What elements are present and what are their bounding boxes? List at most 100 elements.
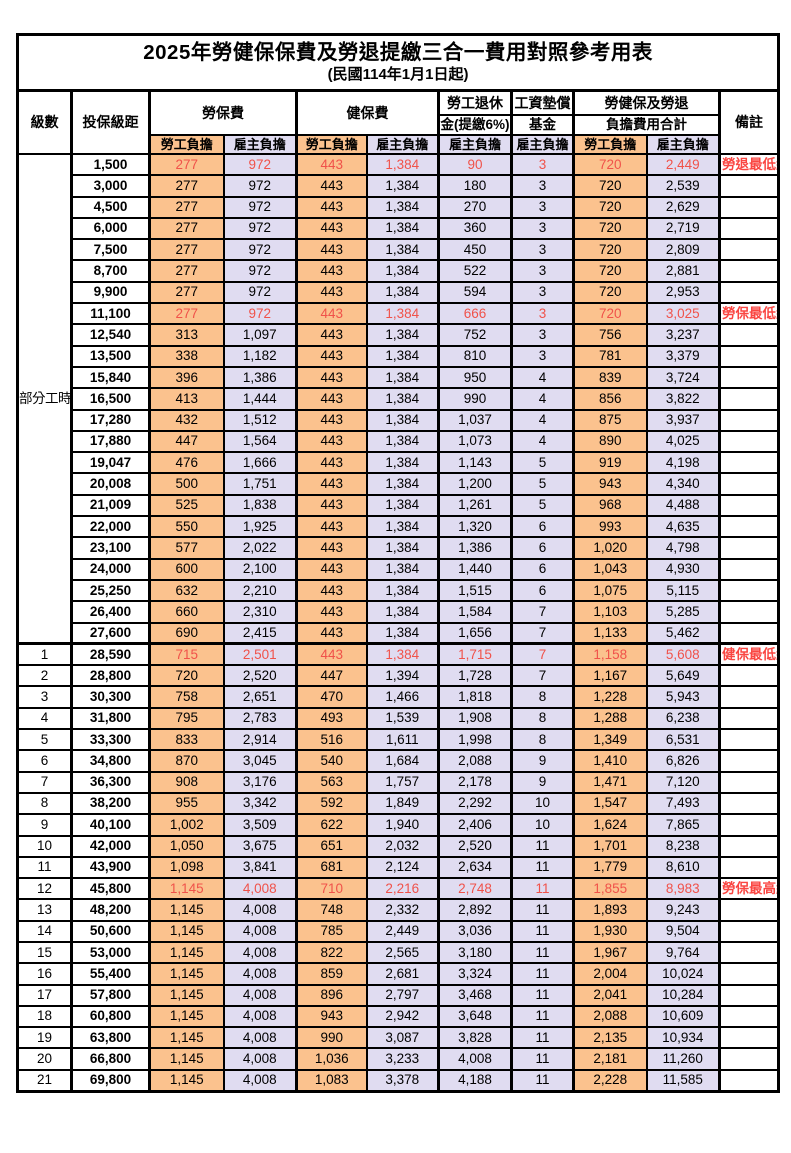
level-cell: 20 (16, 1047, 73, 1071)
wage-fund-employer-cell: 7 (510, 642, 575, 667)
health-employer-cell: 2,942 (365, 1004, 440, 1029)
labor-employee-cell: 1,145 (148, 919, 225, 943)
total-employee-cell: 756 (572, 323, 648, 347)
wage-fund-employer-cell: 11 (510, 898, 575, 922)
labor-employer-cell: 1,182 (222, 344, 298, 368)
remark-cell (717, 962, 780, 986)
health-employee-cell: 443 (295, 365, 368, 390)
pension-employer-cell: 180 (437, 174, 513, 198)
remark-cell (717, 600, 780, 624)
health-employer-cell: 1,757 (365, 770, 440, 794)
total-employee-cell: 781 (572, 344, 648, 368)
health-employee-cell: 710 (295, 877, 368, 901)
labor-employer-cell: 2,501 (222, 642, 298, 667)
health-employer-cell: 1,384 (365, 557, 440, 581)
total-employer-cell: 4,798 (645, 536, 721, 560)
level-cell: 16 (16, 962, 73, 986)
labor-employee-cell: 277 (148, 259, 225, 283)
total-employer-cell: 4,198 (645, 451, 721, 475)
wage-fund-employer-cell: 11 (510, 983, 575, 1007)
labor-employer-cell: 3,675 (222, 834, 298, 858)
wage-fund-employer-cell: 5 (510, 493, 575, 518)
level-cell: 17 (16, 983, 73, 1007)
wage-fund-employer-cell: 9 (510, 749, 575, 773)
health-employer-cell: 1,384 (365, 536, 440, 560)
total-employer-cell: 2,719 (645, 216, 721, 241)
pension-employer-cell: 1,440 (437, 557, 513, 581)
total-employer-cell: 4,340 (645, 472, 721, 496)
total-employee-cell: 1,893 (572, 898, 648, 922)
health-employee-cell: 443 (295, 174, 368, 198)
bracket-cell: 22,000 (70, 515, 151, 539)
bracket-cell: 11,100 (70, 302, 151, 326)
health-employee-cell: 443 (295, 152, 368, 177)
header-labor-fee: 勞保費 (148, 89, 298, 136)
total-employee-cell: 1,410 (572, 749, 648, 773)
wage-fund-employer-cell: 3 (510, 302, 575, 326)
pension-employer-cell: 2,748 (437, 877, 513, 901)
pension-employer-cell: 1,728 (437, 664, 513, 688)
level-cell: 11 (16, 855, 73, 880)
remark-cell: 健保最低級距 (717, 642, 780, 667)
labor-employer-cell: 2,310 (222, 600, 298, 624)
labor-employer-cell: 2,100 (222, 557, 298, 581)
wage-fund-employer-cell: 11 (510, 1026, 575, 1050)
remark-cell (717, 685, 780, 709)
bracket-cell: 8,700 (70, 259, 151, 283)
total-employee-cell: 1,133 (572, 621, 648, 645)
pension-employer-cell: 522 (437, 259, 513, 283)
title-row: 2025年勞健保保費及勞退提繳三合一費用對照參考用表 (民國114年1月1日起) (16, 33, 780, 92)
total-employer-cell: 9,243 (645, 898, 721, 922)
bracket-cell: 26,400 (70, 600, 151, 624)
wage-fund-employer-cell: 4 (510, 387, 575, 411)
health-employee-cell: 443 (295, 387, 368, 411)
total-employee-cell: 1,158 (572, 642, 648, 667)
total-employer-cell: 6,238 (645, 706, 721, 731)
page-subtitle: (民國114年1月1日起) (327, 65, 469, 83)
header-row-sub: 勞工負擔 雇主負擔 勞工負擔 雇主負擔 雇主負擔 雇主負擔 勞工負擔 雇主負擔 (18, 134, 779, 155)
bracket-cell: 57,800 (70, 983, 151, 1007)
header-wage-fund-line1: 工資墊償 (510, 89, 575, 116)
level-cell: 4 (16, 706, 73, 731)
table-row: 24,000 600 2,100 443 1,384 1,440 6 1,043 4,930 (18, 557, 780, 581)
page-title: 2025年勞健保保費及勞退提繳三合一費用對照參考用表 (143, 41, 653, 65)
health-employer-cell: 2,032 (365, 834, 440, 858)
pension-employer-cell: 3,180 (437, 940, 513, 965)
subheader-total-employer: 雇主負擔 (645, 134, 721, 155)
wage-fund-employer-cell: 3 (510, 152, 575, 177)
total-employer-cell: 3,237 (645, 323, 721, 347)
wage-fund-employer-cell: 4 (510, 429, 575, 454)
bracket-cell: 34,800 (70, 749, 151, 773)
remark-cell (717, 238, 780, 262)
remark-cell (717, 834, 780, 858)
header-health-fee: 健保費 (295, 89, 440, 136)
labor-employee-cell: 525 (148, 493, 225, 518)
health-employee-cell: 1,036 (295, 1047, 368, 1071)
table-row: 13 48,200 1,145 4,008 748 2,332 2,892 11 1,893 9,… (16, 898, 780, 922)
remark-cell (717, 493, 780, 518)
remark-cell (717, 408, 780, 432)
total-employer-cell: 9,504 (645, 919, 721, 943)
pension-employer-cell: 1,037 (437, 408, 513, 432)
part-time-merged-cell: 部分工時 (16, 153, 73, 645)
remark-cell (717, 791, 780, 816)
level-cell: 15 (16, 940, 73, 965)
total-employer-cell: 4,930 (645, 557, 721, 581)
health-employer-cell: 1,384 (365, 642, 440, 667)
remark-cell (717, 259, 780, 283)
remark-cell (717, 536, 780, 560)
remark-cell (717, 323, 780, 347)
total-employee-cell: 2,041 (572, 983, 648, 1007)
health-employer-cell: 1,384 (365, 323, 440, 347)
total-employee-cell: 720 (572, 238, 648, 262)
pension-employer-cell: 2,178 (437, 770, 513, 794)
labor-employee-cell: 660 (148, 600, 225, 624)
total-employee-cell: 2,004 (572, 962, 648, 986)
wage-fund-employer-cell: 7 (510, 600, 575, 624)
bracket-cell: 42,000 (70, 834, 151, 858)
total-employee-cell: 1,701 (572, 834, 648, 858)
labor-employee-cell: 1,145 (148, 1004, 225, 1029)
labor-employee-cell: 577 (148, 536, 225, 560)
health-employee-cell: 622 (295, 813, 368, 837)
health-employer-cell: 2,124 (365, 855, 440, 880)
